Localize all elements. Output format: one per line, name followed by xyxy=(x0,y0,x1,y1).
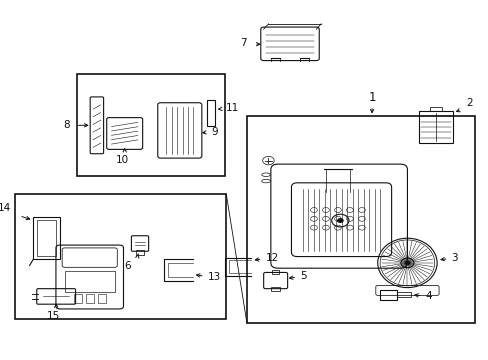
Text: 11: 11 xyxy=(225,103,238,113)
Bar xyxy=(379,290,396,300)
Bar xyxy=(271,270,279,274)
Bar xyxy=(37,220,56,256)
Text: 10: 10 xyxy=(116,156,129,165)
Text: 1: 1 xyxy=(367,91,375,104)
Text: 2: 2 xyxy=(466,98,472,108)
Bar xyxy=(16,194,226,319)
Text: 12: 12 xyxy=(265,253,279,263)
Bar xyxy=(98,294,105,303)
Bar xyxy=(77,74,225,176)
Text: 6: 6 xyxy=(124,261,131,271)
Text: 8: 8 xyxy=(63,120,69,130)
Bar xyxy=(270,287,280,291)
Text: 7: 7 xyxy=(240,38,246,48)
Bar xyxy=(207,100,214,126)
Bar xyxy=(86,294,93,303)
Bar xyxy=(396,292,410,297)
Text: 3: 3 xyxy=(450,253,457,262)
Bar xyxy=(74,294,81,303)
Text: 14: 14 xyxy=(0,203,11,213)
Bar xyxy=(246,117,473,323)
Bar xyxy=(33,217,60,259)
Bar xyxy=(64,271,115,292)
Bar xyxy=(136,250,143,255)
Text: 4: 4 xyxy=(425,292,431,301)
Circle shape xyxy=(404,261,409,265)
Bar xyxy=(419,111,452,143)
Bar xyxy=(429,107,441,111)
Text: 15: 15 xyxy=(47,311,61,321)
Text: 9: 9 xyxy=(210,127,217,137)
Circle shape xyxy=(336,218,343,223)
Text: 5: 5 xyxy=(300,271,306,281)
Text: 13: 13 xyxy=(208,272,221,282)
